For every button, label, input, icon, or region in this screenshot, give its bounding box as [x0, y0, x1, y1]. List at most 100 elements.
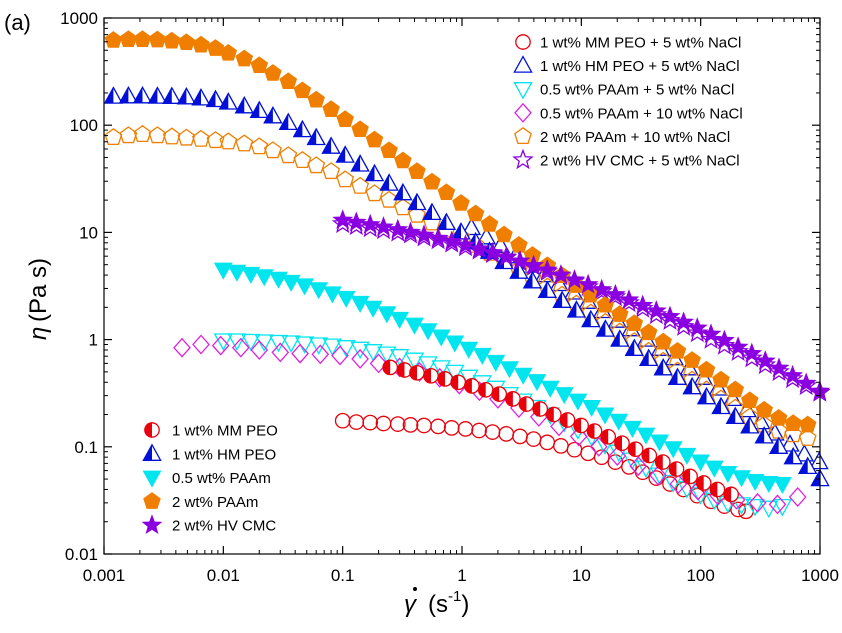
legend-label-s9: 0.5 wt% PAAm [172, 470, 271, 487]
point-s10-39 [668, 341, 687, 359]
point-s11-27 [700, 323, 722, 344]
point-s7-11 [532, 401, 549, 417]
x-tick-label: 100 [686, 566, 714, 585]
point-s1-2 [362, 414, 379, 431]
point-s10-6 [192, 35, 210, 53]
y-tick-label: 10 [79, 223, 98, 242]
point-s3-16 [431, 360, 451, 378]
point-s10-36 [625, 314, 644, 332]
x-axis-title: γ (s-1) [404, 587, 469, 618]
point-s9-30 [622, 420, 642, 438]
point-s9-7 [309, 282, 329, 300]
point-s9-40 [759, 476, 779, 494]
point-s7-5 [450, 374, 467, 391]
point-s11-31 [754, 350, 776, 370]
point-s9-41 [772, 477, 792, 495]
point-s8-42 [711, 396, 731, 415]
point-s7-2 [409, 364, 425, 381]
legend-label-s11: 2 wt% HV CMC [172, 518, 276, 535]
point-s3-38 [731, 497, 752, 515]
point-s4-0 [173, 337, 191, 358]
point-s8-34 [595, 319, 616, 337]
point-s4-1 [192, 334, 210, 355]
point-s4-24 [649, 465, 667, 486]
y-tick-label: 1 [89, 331, 98, 350]
point-s10-2 [133, 30, 152, 47]
point-s3-1 [227, 333, 247, 351]
point-s5-13 [293, 150, 312, 169]
point-s10-0 [104, 31, 123, 48]
point-s8-43 [725, 406, 746, 425]
y-tick-label: 1000 [60, 9, 98, 28]
point-s5-8 [219, 132, 238, 150]
point-s7-18 [627, 441, 644, 458]
point-s11-0 [332, 209, 354, 230]
legend-label-s1: 1 wt% MM PEO + 5 wt% NaCl [540, 35, 741, 52]
point-s3-0 [213, 333, 234, 351]
point-s7-19 [641, 447, 658, 464]
point-s5-11 [263, 141, 282, 159]
point-s11-14 [523, 254, 544, 275]
point-s9-33 [663, 441, 683, 459]
point-s6-23 [645, 303, 668, 325]
legend-marker-s11 [141, 514, 163, 535]
point-s9-13 [390, 311, 410, 329]
point-s8-29 [522, 270, 543, 289]
point-s11-3 [373, 216, 394, 236]
point-s7-25 [723, 486, 739, 503]
point-s8-32 [566, 300, 587, 318]
point-s11-11 [482, 241, 503, 262]
point-s6-26 [686, 321, 709, 343]
point-s4-3 [231, 337, 250, 358]
point-s9-35 [691, 454, 710, 472]
point-s8-15 [321, 136, 341, 154]
point-s8-31 [552, 290, 572, 308]
point-s1-5 [402, 417, 419, 433]
legend-marker-s5 [514, 126, 532, 145]
point-s9-6 [295, 278, 315, 296]
legend-label-s2: 1 wt% HM PEO + 5 wt% NaCl [540, 58, 740, 75]
data-marks [103, 30, 831, 520]
point-s7-20 [654, 454, 671, 470]
point-s4-10 [369, 353, 388, 374]
point-s8-38 [653, 357, 673, 376]
point-s5-18 [365, 184, 384, 202]
point-s4-29 [748, 492, 767, 513]
series-s11 [332, 209, 831, 401]
point-s3-13 [389, 349, 410, 367]
shear-rate-dot [413, 587, 417, 591]
point-s4-22 [608, 446, 627, 466]
legend-marker-s1 [515, 34, 531, 50]
point-s8-20 [393, 182, 413, 201]
point-s7-17 [614, 435, 630, 452]
point-s4-2 [211, 335, 230, 356]
point-s9-28 [595, 407, 615, 425]
point-s8-0 [103, 86, 124, 104]
point-s10-9 [235, 49, 254, 67]
point-s4-25 [669, 474, 688, 494]
point-s3-12 [377, 346, 397, 364]
point-s10-42 [712, 370, 730, 388]
point-s6-27 [700, 328, 722, 349]
point-s8-36 [624, 338, 645, 356]
point-s10-24 [452, 194, 470, 211]
point-s6-25 [672, 315, 695, 336]
point-s9-31 [636, 427, 656, 445]
point-s10-40 [683, 351, 701, 368]
point-s10-25 [466, 204, 485, 222]
point-s11-29 [727, 336, 749, 357]
point-s8-5 [176, 86, 197, 105]
legend-marker-s3 [513, 82, 533, 100]
point-s11-22 [632, 294, 654, 315]
point-s10-18 [365, 130, 384, 148]
panel-label: (a) [4, 10, 31, 35]
point-s9-5 [281, 274, 301, 292]
point-s10-8 [219, 43, 238, 61]
point-s10-27 [495, 225, 513, 243]
point-s9-9 [336, 290, 356, 308]
point-s8-41 [696, 386, 717, 405]
point-s8-13 [292, 119, 313, 138]
point-s7-23 [695, 475, 712, 491]
point-s4-20 [569, 426, 588, 447]
point-s5-48 [798, 428, 817, 446]
